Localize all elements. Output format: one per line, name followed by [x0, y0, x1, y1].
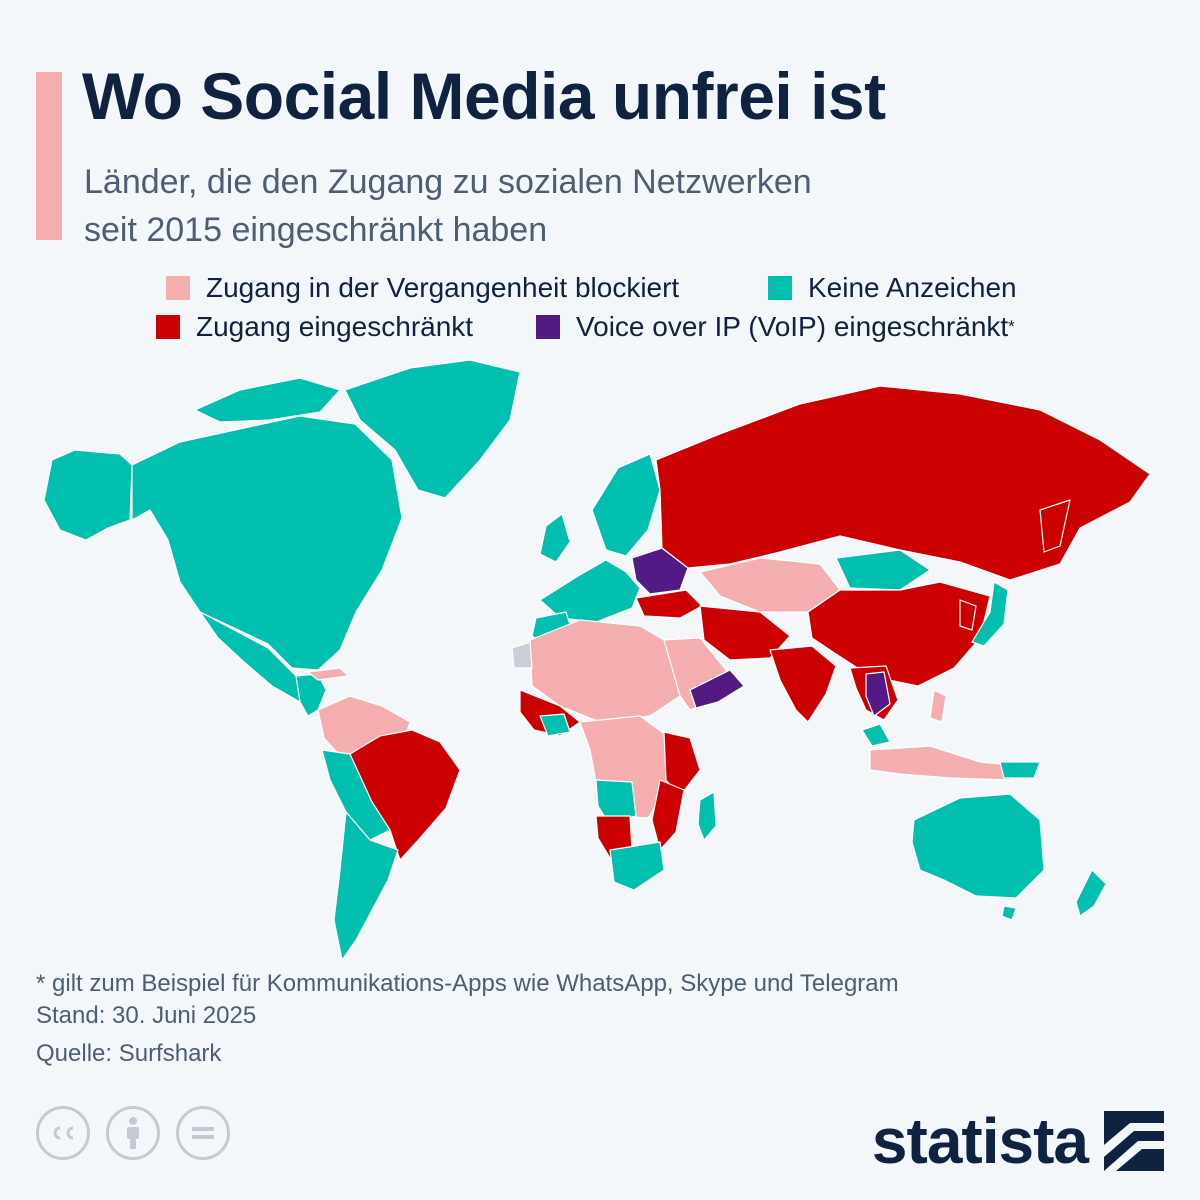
footnote: * gilt zum Beispiel für Kommunikations-A…: [36, 970, 899, 997]
region-madagascar: [697, 791, 717, 841]
region-arctic-islands: [194, 377, 341, 423]
subtitle-line-1: Länder, die den Zugang zu sozialen Netzw…: [84, 163, 812, 201]
statista-logo-icon: [1104, 1111, 1164, 1171]
region-tasmania: [1001, 905, 1017, 921]
region-china: [807, 581, 991, 687]
legend-swatch-restricted: [156, 315, 180, 339]
region-south-africa: [609, 841, 665, 891]
legend-item-no-signs: Keine Anzeichen: [768, 272, 1017, 304]
region-southern-cone: [333, 811, 399, 961]
region-north-africa: [529, 619, 681, 723]
region-japan: [971, 581, 1009, 647]
region-kamchatka: [1039, 499, 1071, 553]
license-icons: [36, 1106, 230, 1160]
subtitle-line-2: seit 2015 eingeschränkt haben: [84, 211, 548, 249]
region-turkey: [635, 589, 703, 619]
region-indonesia: [869, 745, 1021, 781]
region-russia: [655, 385, 1151, 581]
attribution-icon[interactable]: [106, 1106, 160, 1160]
region-new-zealand: [1075, 869, 1107, 917]
region-australia: [911, 793, 1045, 899]
region-cuba: [307, 667, 349, 681]
page-subtitle: Länder, die den Zugang zu sozialen Netzw…: [84, 158, 984, 254]
creative-commons-icon[interactable]: [36, 1106, 90, 1160]
legend-label-restricted: Zugang eingeschränkt: [196, 311, 474, 342]
page-title: Wo Social Media unfrei ist: [82, 59, 886, 133]
world-map: [43, 359, 1151, 961]
legend-voip-star: *: [1008, 317, 1015, 336]
legend-label-no-signs: Keine Anzeichen: [808, 272, 1017, 303]
legend-label-voip: Voice over IP (VoIP) eingeschränkt: [576, 311, 1009, 342]
region-alaska: [43, 449, 133, 541]
legend-item-restricted: Zugang eingeschränkt: [156, 311, 473, 343]
region-png: [999, 761, 1041, 779]
legend-swatch-voip: [536, 315, 560, 339]
legend-item-voip: Voice over IP (VoIP) eingeschränkt *: [536, 311, 1015, 343]
region-philippines: [929, 689, 947, 723]
legend-item-blocked-past: Zugang in der Vergangenheit blockiert: [166, 272, 679, 304]
source-note: Quelle: Surfshark: [36, 1040, 222, 1067]
legend-swatch-blocked-past: [166, 276, 190, 300]
brand-name: statista: [871, 1105, 1089, 1177]
statista-brand[interactable]: statista: [872, 1104, 1164, 1178]
region-malaysia: [861, 723, 891, 747]
region-ghana-etc: [539, 713, 571, 737]
region-uk-ireland: [539, 513, 571, 563]
region-mozambique: [651, 779, 685, 851]
region-thailand-cambodia: [865, 671, 891, 717]
region-peru-bolivia: [321, 749, 391, 841]
legend-swatch-no-signs: [768, 276, 792, 300]
region-east-africa: [663, 731, 701, 797]
region-mongolia: [835, 549, 931, 591]
region-western-europe: [539, 559, 641, 623]
date-note: Stand: 30. Juni 2025: [36, 1002, 257, 1029]
title-accent-bar: [36, 72, 62, 240]
no-derivatives-icon[interactable]: [176, 1106, 230, 1160]
region-scandinavia: [591, 453, 661, 557]
region-iran-afghanistan: [699, 605, 791, 661]
region-yemen-oman: [689, 669, 745, 709]
region-india: [769, 645, 837, 723]
region-canada-usa: [131, 415, 403, 671]
region-greenland: [344, 359, 521, 499]
region-western-sahara: [511, 641, 533, 669]
region-korea: [959, 599, 977, 631]
legend-label-blocked-past: Zugang in der Vergangenheit blockiert: [206, 272, 680, 303]
